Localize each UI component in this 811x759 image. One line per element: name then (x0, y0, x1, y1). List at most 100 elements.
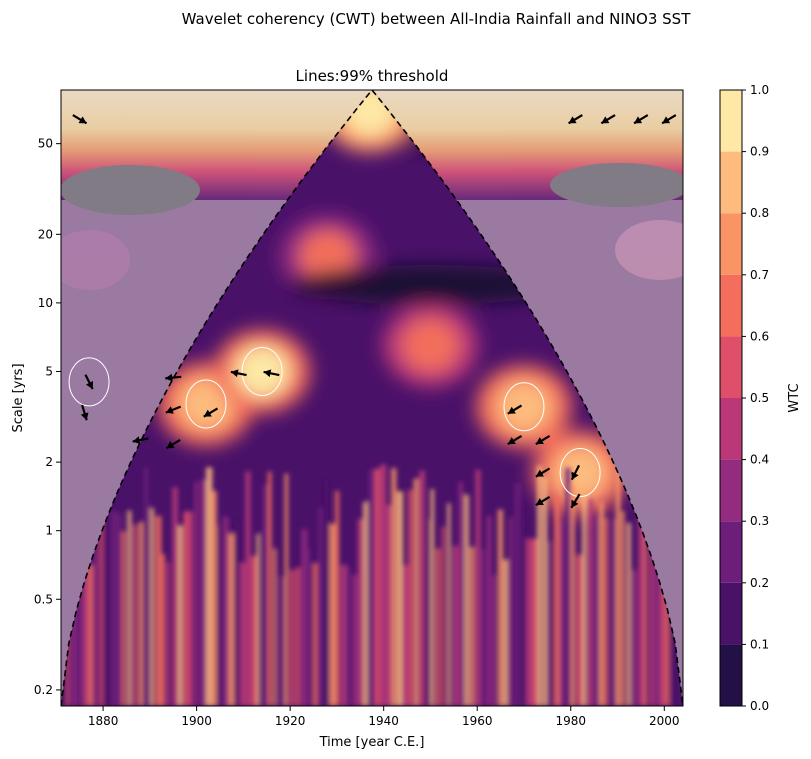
coherence-streak (245, 471, 251, 706)
colorbar-segment (720, 644, 742, 706)
coherence-streak (250, 555, 258, 706)
significance-contour (185, 379, 227, 429)
coherence-streak (559, 521, 564, 706)
x-axis: 1880 1900 1920 1940 1960 1980 2000 (88, 706, 680, 728)
phase-arrow (570, 464, 580, 481)
coherence-streak (329, 523, 337, 706)
phase-arrow (568, 114, 583, 125)
coherence-streak (340, 564, 348, 706)
y-tick-label: 50 (38, 137, 53, 151)
phase-arrow (165, 373, 182, 382)
coherence-streak (295, 567, 301, 706)
coherence-streak (104, 466, 112, 706)
significance-contour (559, 448, 601, 498)
phase-arrow (230, 369, 247, 378)
coherence-streak (200, 479, 207, 706)
plot-frame (60, 89, 684, 707)
x-tick-label: 1880 (88, 714, 119, 728)
phase-arrow (263, 369, 280, 378)
coherence-streak (565, 467, 571, 706)
coherence-streak (177, 525, 183, 706)
coherence-streak (138, 521, 144, 706)
significance-contour (68, 357, 110, 407)
coherence-streak (161, 553, 165, 706)
coherence-streak (649, 550, 655, 706)
coherence-streak (374, 468, 381, 706)
coherence-streak (267, 471, 272, 706)
coherence-streak (312, 563, 318, 706)
coherence-streak (610, 518, 617, 706)
coherence-streak (581, 493, 587, 706)
coherence-streak (301, 529, 308, 706)
coherence-streak (351, 574, 358, 706)
coherence-streak (228, 533, 236, 706)
x-tick-label: 2000 (649, 714, 680, 728)
y-tick-label: 0.2 (34, 683, 53, 697)
phase-arrow (84, 374, 94, 390)
coherence-streak (121, 531, 126, 706)
coherence-streak (587, 498, 593, 706)
coherence-streak (318, 507, 323, 706)
y-tick-label: 1 (45, 524, 53, 538)
small-scale-streaks (65, 463, 681, 706)
coherence-streak (222, 516, 229, 706)
x-tick-label: 1920 (275, 714, 306, 728)
colorbar-segment (720, 398, 742, 460)
phase-arrow (72, 114, 88, 125)
coherence-streak (82, 530, 89, 706)
x-tick-label: 1980 (555, 714, 586, 728)
coherence-streak (239, 562, 247, 706)
coherence-streak (306, 549, 310, 706)
phase-arrow (535, 434, 551, 446)
colorbar-segment (720, 151, 742, 214)
coherence-streak (256, 533, 260, 706)
coherence-streak (497, 509, 504, 706)
coherence-streak (194, 481, 199, 706)
x-tick-label: 1940 (368, 714, 399, 728)
phase-arrow (633, 114, 649, 125)
phase-arrow (165, 439, 181, 450)
coherence-streak (278, 576, 285, 706)
coherence-streak (396, 491, 404, 706)
y-tick-label: 20 (38, 227, 53, 241)
coherence-streak (166, 562, 170, 706)
coherence-streak (419, 470, 426, 706)
coherence-streak (88, 564, 94, 706)
significance-contour (503, 382, 545, 432)
y-tick-label: 10 (38, 296, 53, 310)
coherence-streak (643, 500, 647, 706)
y-axis-label: Scale [yrs] (11, 363, 26, 432)
colorbar-tick-label: 1.0 (750, 83, 769, 97)
coherence-streak (520, 500, 525, 706)
coherence-streak (632, 570, 637, 706)
coherence-streak (469, 546, 475, 706)
coherence-streak (452, 545, 459, 706)
coherence-streak (391, 468, 397, 706)
significance-contour (241, 346, 283, 396)
coherence-streak (346, 566, 351, 706)
coherence-streak (368, 469, 375, 706)
coherence-blob (299, 230, 356, 283)
coherence-streak (127, 510, 132, 706)
colorbar-tick-label: 0.1 (750, 637, 769, 651)
coherence-streak (475, 469, 481, 706)
colorbar-segment (720, 213, 742, 275)
coherence-streak (262, 484, 268, 706)
phase-arrow (132, 436, 149, 445)
coherence-streak (323, 480, 329, 706)
colorbar-segment (720, 90, 742, 152)
coherence-streak (593, 517, 600, 706)
phase-arrow (165, 405, 182, 414)
coherence-streak (363, 501, 368, 706)
plot-area (61, 90, 683, 706)
coherence-streak (402, 565, 410, 706)
chart-title: Wavelet coherency (CWT) between All-Indi… (182, 10, 692, 28)
coherence-streak (385, 504, 392, 706)
colorbar-segment (720, 336, 742, 398)
coherence-streak (542, 476, 548, 706)
coherence-streak (548, 541, 552, 706)
phase-arrow (661, 114, 677, 125)
coherence-streak (413, 478, 419, 706)
colorbar: 0.0 0.1 0.2 0.3 0.4 0.5 0.6 0.7 0.8 0.9 1.0 (719, 83, 769, 713)
phase-arrow (507, 434, 523, 446)
